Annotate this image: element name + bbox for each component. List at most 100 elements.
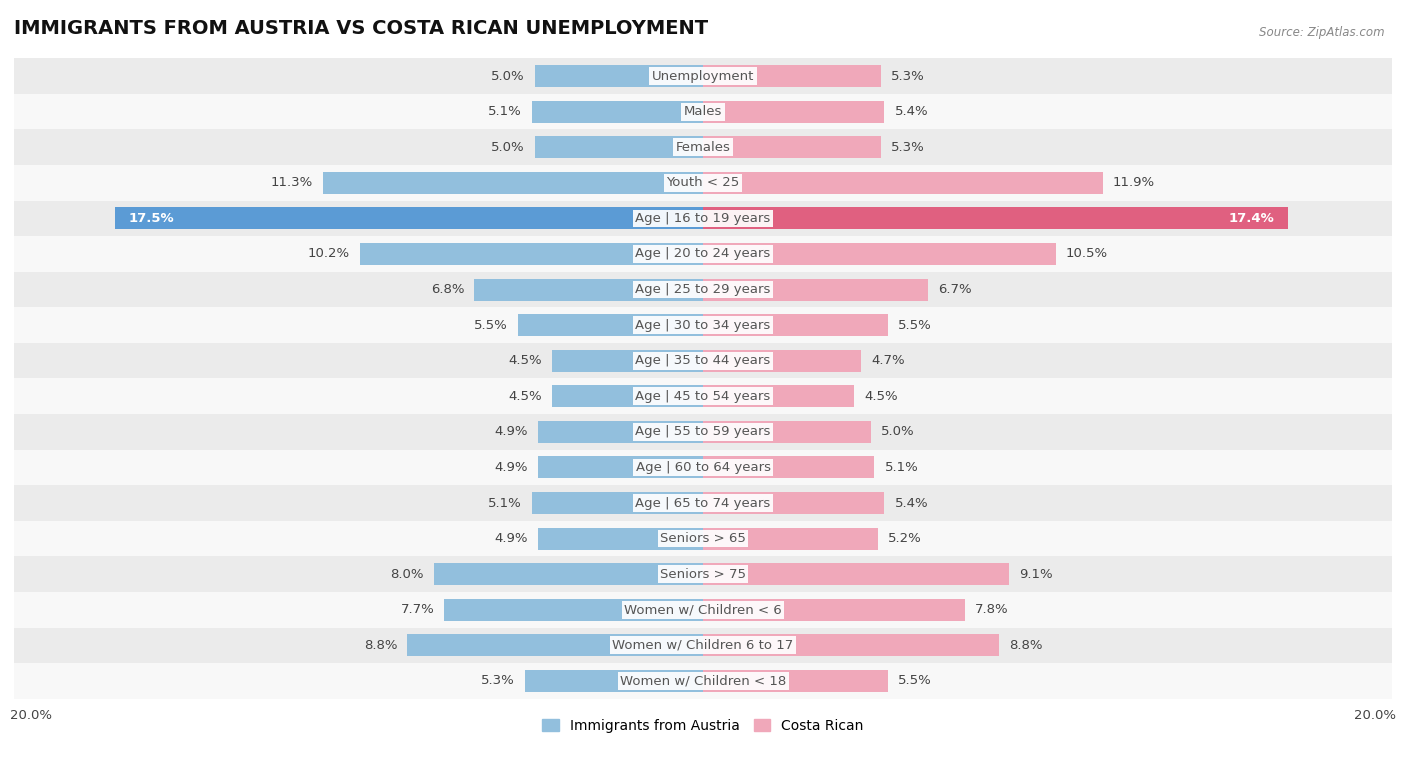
Bar: [703, 207, 1288, 229]
Bar: [703, 634, 998, 656]
Bar: [534, 65, 703, 87]
Text: 5.3%: 5.3%: [481, 674, 515, 687]
Bar: [360, 243, 703, 265]
Bar: [0, 414, 1406, 450]
Text: Age | 60 to 64 years: Age | 60 to 64 years: [636, 461, 770, 474]
Text: 8.8%: 8.8%: [364, 639, 396, 652]
Text: Women w/ Children < 6: Women w/ Children < 6: [624, 603, 782, 616]
Bar: [474, 279, 703, 301]
Text: 10.5%: 10.5%: [1066, 248, 1108, 260]
Bar: [0, 58, 1406, 94]
Bar: [538, 528, 703, 550]
Text: Females: Females: [675, 141, 731, 154]
Bar: [0, 94, 1406, 129]
Text: Males: Males: [683, 105, 723, 118]
Bar: [0, 485, 1406, 521]
Bar: [0, 236, 1406, 272]
Text: 5.1%: 5.1%: [488, 105, 522, 118]
Text: 4.7%: 4.7%: [872, 354, 904, 367]
Text: 5.4%: 5.4%: [894, 497, 928, 509]
Text: Age | 65 to 74 years: Age | 65 to 74 years: [636, 497, 770, 509]
Bar: [0, 628, 1406, 663]
Bar: [703, 314, 887, 336]
Text: Age | 16 to 19 years: Age | 16 to 19 years: [636, 212, 770, 225]
Text: Source: ZipAtlas.com: Source: ZipAtlas.com: [1260, 26, 1385, 39]
Legend: Immigrants from Austria, Costa Rican: Immigrants from Austria, Costa Rican: [543, 719, 863, 733]
Text: 5.0%: 5.0%: [491, 141, 524, 154]
Bar: [703, 492, 884, 514]
Text: Age | 20 to 24 years: Age | 20 to 24 years: [636, 248, 770, 260]
Bar: [703, 101, 884, 123]
Bar: [519, 314, 703, 336]
Bar: [524, 670, 703, 692]
Text: 5.3%: 5.3%: [891, 141, 925, 154]
Text: 6.7%: 6.7%: [938, 283, 972, 296]
Bar: [0, 378, 1406, 414]
Bar: [703, 136, 882, 158]
Bar: [531, 492, 703, 514]
Text: 5.5%: 5.5%: [474, 319, 508, 332]
Bar: [534, 136, 703, 158]
Text: 5.4%: 5.4%: [894, 105, 928, 118]
Text: 5.5%: 5.5%: [898, 674, 932, 687]
Bar: [0, 556, 1406, 592]
Text: 7.7%: 7.7%: [401, 603, 434, 616]
Bar: [703, 279, 928, 301]
Bar: [0, 521, 1406, 556]
Text: 8.8%: 8.8%: [1010, 639, 1042, 652]
Bar: [703, 65, 882, 87]
Bar: [703, 385, 855, 407]
Text: 4.9%: 4.9%: [495, 532, 529, 545]
Text: 4.9%: 4.9%: [495, 461, 529, 474]
Text: 8.0%: 8.0%: [391, 568, 425, 581]
Text: Age | 35 to 44 years: Age | 35 to 44 years: [636, 354, 770, 367]
Text: IMMIGRANTS FROM AUSTRIA VS COSTA RICAN UNEMPLOYMENT: IMMIGRANTS FROM AUSTRIA VS COSTA RICAN U…: [14, 18, 709, 38]
Text: 5.1%: 5.1%: [488, 497, 522, 509]
Bar: [444, 599, 703, 621]
Bar: [703, 456, 875, 478]
Bar: [703, 172, 1102, 194]
Text: 10.2%: 10.2%: [308, 248, 350, 260]
Text: 4.5%: 4.5%: [865, 390, 898, 403]
Bar: [0, 592, 1406, 628]
Text: Age | 55 to 59 years: Age | 55 to 59 years: [636, 425, 770, 438]
Text: Unemployment: Unemployment: [652, 70, 754, 83]
Text: 11.3%: 11.3%: [271, 176, 314, 189]
Text: Youth < 25: Youth < 25: [666, 176, 740, 189]
Bar: [0, 165, 1406, 201]
Bar: [551, 385, 703, 407]
Text: 5.1%: 5.1%: [884, 461, 918, 474]
Bar: [703, 350, 860, 372]
Bar: [115, 207, 703, 229]
Text: 6.8%: 6.8%: [430, 283, 464, 296]
Text: 5.0%: 5.0%: [491, 70, 524, 83]
Bar: [0, 307, 1406, 343]
Text: 9.1%: 9.1%: [1019, 568, 1053, 581]
Bar: [0, 272, 1406, 307]
Bar: [531, 101, 703, 123]
Bar: [703, 528, 877, 550]
Bar: [703, 563, 1010, 585]
Bar: [323, 172, 703, 194]
Text: 5.5%: 5.5%: [898, 319, 932, 332]
Text: Age | 25 to 29 years: Age | 25 to 29 years: [636, 283, 770, 296]
Text: 4.9%: 4.9%: [495, 425, 529, 438]
Text: Seniors > 65: Seniors > 65: [659, 532, 747, 545]
Text: Women w/ Children < 18: Women w/ Children < 18: [620, 674, 786, 687]
Bar: [0, 129, 1406, 165]
Bar: [0, 450, 1406, 485]
Bar: [408, 634, 703, 656]
Bar: [538, 456, 703, 478]
Bar: [551, 350, 703, 372]
Text: Age | 45 to 54 years: Age | 45 to 54 years: [636, 390, 770, 403]
Text: Age | 30 to 34 years: Age | 30 to 34 years: [636, 319, 770, 332]
Text: 4.5%: 4.5%: [508, 390, 541, 403]
Bar: [703, 421, 872, 443]
Text: 5.0%: 5.0%: [882, 425, 915, 438]
Bar: [703, 670, 887, 692]
Bar: [0, 343, 1406, 378]
Bar: [434, 563, 703, 585]
Text: 4.5%: 4.5%: [508, 354, 541, 367]
Bar: [0, 201, 1406, 236]
Bar: [703, 243, 1056, 265]
